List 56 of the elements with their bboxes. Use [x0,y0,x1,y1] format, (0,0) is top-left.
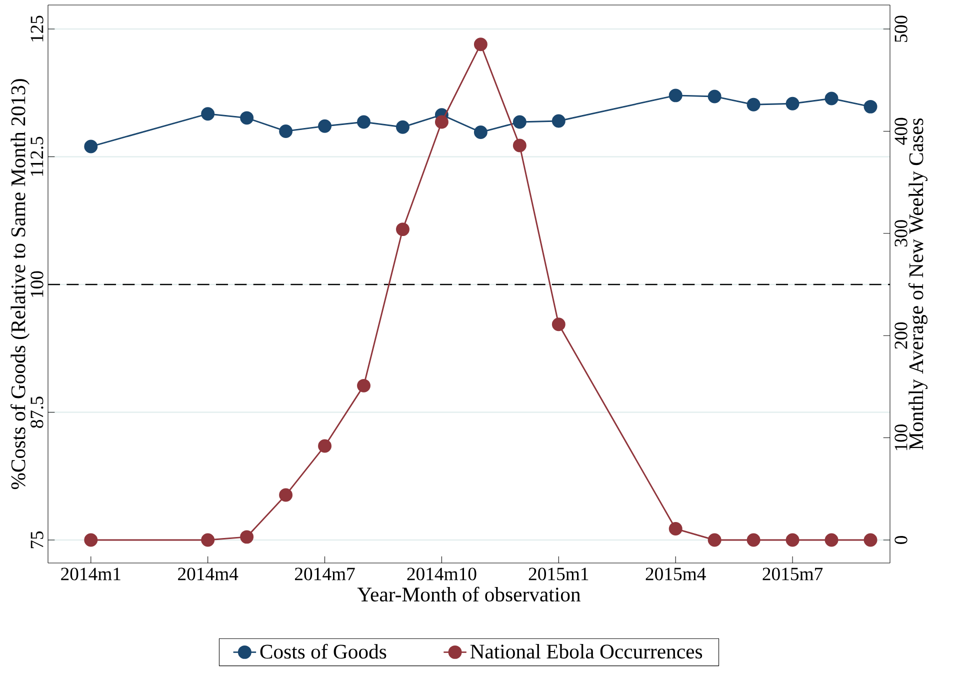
y-tick-label: 100 [30,271,44,297]
point [786,533,800,547]
point [668,88,682,102]
point [668,522,682,536]
y2-axis-title: Monthly Average of New Weekly Cases [908,118,928,450]
point [84,140,98,154]
y-tick-label: 112.5 [30,136,44,176]
point [434,115,448,129]
y-tick-label: 87.5 [30,396,44,428]
point [318,119,332,133]
point [864,533,878,547]
point [708,533,722,547]
y-tick-label: 75 [30,531,44,548]
point [786,96,800,110]
y-axis-title: %Costs of Goods (Relative to Same Month 2013) [10,79,30,490]
point [552,114,566,128]
point [357,378,370,392]
y2-tick-label: 400 [894,118,908,145]
legend-label: Costs of Goods [260,644,386,659]
point [864,100,878,114]
point [746,98,760,112]
y-tick-label: 125 [30,16,44,42]
point [240,111,254,125]
x-tick-label: 2015m1 [528,568,588,580]
point [708,90,722,104]
x-axis-title: Year-Month of observation [357,586,580,602]
y2-tick-label: 100 [894,424,908,450]
x-tick-label: 2014m10 [407,568,476,580]
y2-tick-label: 300 [894,220,908,247]
y2-tick-label: 500 [894,16,908,42]
point [201,107,215,121]
point [552,318,566,332]
point [357,115,370,129]
x-tick-label: 2014m4 [178,568,238,580]
point [824,533,838,547]
point [279,488,293,502]
point [240,530,254,544]
x-tick-label: 2014m7 [294,568,355,580]
point [512,115,526,129]
point [396,120,410,134]
y2-tick-label: 0 [894,536,908,544]
point [474,125,488,139]
point [512,138,526,152]
x-tick-label: 2015m4 [646,568,706,580]
point [824,92,838,106]
y2-tick-label: 200 [894,322,908,349]
point [318,439,332,453]
point [746,533,760,547]
point [396,222,410,236]
legend-label: National Ebola Occurrences [470,644,702,659]
point [201,533,215,547]
point [279,124,293,138]
x-tick-label: 2014m1 [61,568,120,580]
x-tick-label: 2015m7 [762,568,823,580]
point [474,38,488,52]
point [84,533,98,547]
